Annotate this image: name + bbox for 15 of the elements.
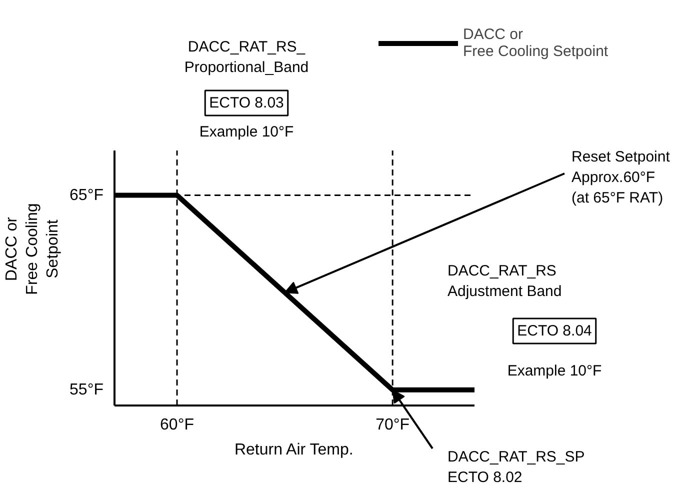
text: ECTO 8.04 [517,322,592,340]
annotation: DACC_RAT_RS_SP ECTO 8.02 [448,448,585,486]
annotation: DACC_RAT_RS Adjustment Band [448,262,562,300]
text: Example 10°F [507,362,602,380]
x-axis-title: Return Air Temp. [234,442,354,458]
y-tick-label: 55°F [70,381,104,398]
text: DACC or Free Cooling Setpoint [463,26,608,60]
annotation: Reset Setpoint Approx.60°F (at 65°F RAT) [572,148,671,206]
text: Example 10°F [199,124,294,140]
y-axis-title: DACC or Free Cooling Setpoint [4,203,62,295]
x-tick-label: 70°F [376,416,410,434]
text: DACC_RAT_RS_ Proportional_Band [184,38,309,76]
x-tick-label: 60°F [160,416,194,434]
y-tick-label: 65°F [70,186,104,204]
text: ECTO 8.03 [209,94,284,112]
